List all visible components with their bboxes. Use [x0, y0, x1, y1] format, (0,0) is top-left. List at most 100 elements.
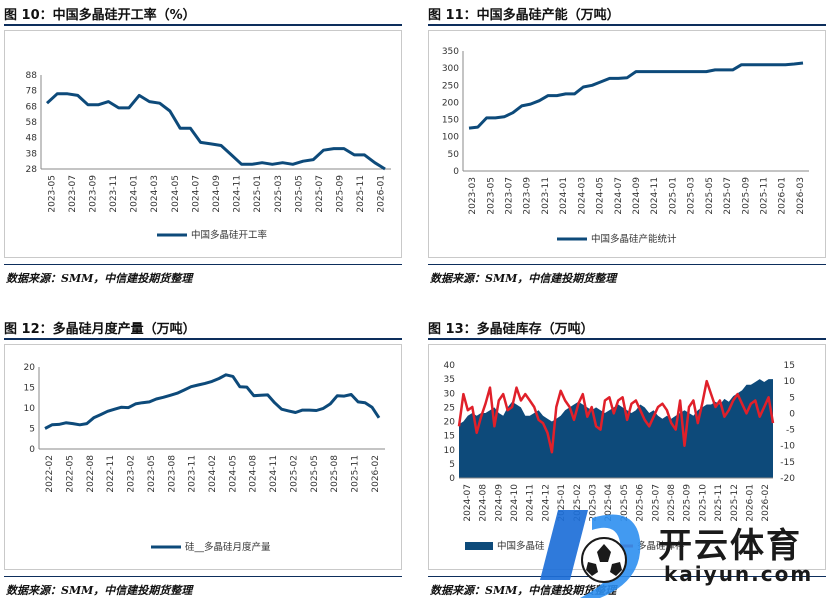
fig10-x-tick-label: 2025-07 — [315, 175, 325, 213]
fig10-y-tick-label: 58 — [26, 118, 38, 128]
fig11-x-tick-label: 2026-03 — [796, 177, 806, 215]
fig13-x-tick-label: 2025-06 — [636, 484, 646, 522]
fig13-x-tick-label: 2024-07 — [463, 484, 473, 522]
watermark-brand: 开云体育 — [658, 526, 802, 566]
fig11-x-tick-label: 2023-09 — [523, 177, 533, 215]
fig11-y-tick-label: 100 — [442, 133, 459, 143]
fig12-x-tick-label: 2023-05 — [147, 455, 157, 493]
figure-11-bottom-rule — [428, 264, 826, 265]
fig12-x-tick-label: 2023-11 — [188, 455, 198, 493]
fig10-x-tick-label: 2024-11 — [233, 175, 243, 213]
figure-11-svg: 0 50 100 150 200 250 300 350 2023-03 2023-05 2023-… — [442, 47, 809, 245]
fig10-x-tick-label: 2023-09 — [88, 175, 98, 213]
fig13-y2-tick-label: -15 — [780, 458, 795, 468]
fig11-x-tick-label: 2026-01 — [778, 177, 788, 215]
fig12-y-tick-label: 0 — [29, 445, 35, 455]
figure-13-svg: 0 5 10 15 20 25 30 35 40 -20 -15 -10 -5 0 5 10 15 2024-07… — [444, 361, 796, 552]
fig11-legend-label: 中国多晶硅产能统计 — [591, 233, 677, 245]
fig10-x-tick-label: 2024-05 — [171, 175, 181, 213]
fig13-y2-tick-label: 10 — [784, 377, 796, 387]
fig11-x-tick-label: 2025-05 — [705, 177, 715, 215]
fig13-x-tick-label: 2026-01 — [745, 484, 755, 522]
fig12-y-tick-label: 20 — [24, 363, 36, 373]
watermark: 开云体育 kaiyun.com — [540, 500, 830, 609]
fig12-x-tick-label: 2023-02 — [127, 455, 137, 493]
fig12-series-line — [44, 373, 381, 430]
figure-10-bottom-rule — [4, 264, 402, 265]
figure-13-top-rule — [428, 338, 826, 340]
figure-10-chart: 28 38 48 58 68 78 88 2023-05 2023-07 2023-09 2023-… — [4, 30, 402, 258]
fig11-y-tick-label: 300 — [442, 64, 459, 74]
fig13-x-tick-label: 2025-05 — [620, 484, 630, 522]
fig12-x-tick-label: 2025-02 — [289, 455, 299, 493]
fig12-x-tick-label: 2025-11 — [350, 455, 360, 493]
fig13-y2-tick-label: -20 — [780, 474, 795, 484]
fig11-x-tick-label: 2024-05 — [596, 177, 606, 215]
fig10-x-tick-label: 2025-09 — [336, 175, 346, 213]
fig10-x-tick-label: 2025-01 — [253, 175, 263, 213]
fig11-x-tick-label: 2024-09 — [632, 177, 642, 215]
watermark-url: kaiyun.com — [664, 562, 814, 586]
figure-12-top-rule — [4, 338, 402, 340]
figure-13-title: 图 13：多晶硅库存（万吨） — [428, 322, 594, 337]
fig10-x-tick-label: 2024-03 — [150, 175, 160, 213]
fig10-x-tick-label: 2024-01 — [130, 175, 140, 213]
fig10-x-tick-label: 2026-01 — [377, 175, 387, 213]
fig11-series-line — [468, 61, 804, 130]
fig13-x-tick-label: 2025-04 — [604, 484, 614, 522]
fig13-y-tick-label: 5 — [449, 460, 455, 470]
fig11-y-tick-label: 200 — [442, 98, 459, 108]
fig13-x-tick-label: 2024-11 — [526, 484, 536, 522]
figure-12-source: 数据来源：SMM，中信建投期货整理 — [6, 584, 193, 597]
fig10-x-tick-label: 2024-07 — [191, 175, 201, 213]
fig13-legend-area-swatch — [465, 542, 493, 550]
fig11-y-tick-label: 0 — [453, 167, 459, 177]
fig10-y-tick-label: 68 — [26, 102, 38, 112]
fig10-x-tick-label: 2024-09 — [212, 175, 222, 213]
fig12-x-tick-label: 2022-05 — [66, 455, 76, 493]
fig13-y-tick-label: 0 — [449, 474, 455, 484]
fig13-line-series — [457, 379, 775, 454]
fig13-area-series — [459, 379, 773, 478]
fig13-y-tick-label: 10 — [444, 446, 456, 456]
fig11-x-tick-label: 2025-01 — [668, 177, 678, 215]
fig11-y-tick-label: 50 — [448, 150, 460, 160]
fig12-y-tick-label: 10 — [24, 404, 36, 414]
fig13-x-tick-label: 2025-10 — [698, 484, 708, 522]
fig12-x-tick-label: 2022-08 — [86, 455, 96, 493]
fig11-x-tick-label: 2025-07 — [723, 177, 733, 215]
fig11-x-tick-label: 2023-05 — [486, 177, 496, 215]
fig12-x-tick-label: 2026-02 — [371, 455, 381, 493]
fig12-y-tick-label: 15 — [24, 384, 35, 394]
fig11-y-tick-label: 350 — [442, 47, 459, 57]
figure-11-chart: 0 50 100 150 200 250 300 350 2023-03 2023-05 2023-… — [428, 30, 826, 258]
fig11-x-tick-label: 2023-11 — [541, 177, 551, 215]
figure-10-title: 图 10：中国多晶硅开工率（%） — [4, 8, 196, 23]
watermark-logo-icon — [540, 510, 641, 598]
fig11-y-tick-label: 250 — [442, 81, 459, 91]
fig11-x-tick-label: 2024-07 — [614, 177, 624, 215]
fig13-x-tick-label: 2025-02 — [573, 484, 583, 522]
fig10-x-tick-label: 2023-05 — [47, 175, 57, 213]
fig12-x-tick-label: 2024-11 — [269, 455, 279, 493]
figure-13-source: 数据来源：SMM，中信建投期货整理 — [430, 584, 617, 597]
fig11-x-tick-label: 2023-03 — [468, 177, 478, 215]
fig10-x-tick-label: 2025-05 — [294, 175, 304, 213]
fig13-y2-tick-label: -10 — [780, 442, 795, 452]
fig12-x-tick-label: 2025-08 — [330, 455, 340, 493]
figure-11-top-rule — [428, 24, 826, 26]
fig11-x-tick-label: 2024-01 — [559, 177, 569, 215]
fig13-x-tick-label: 2026-02 — [761, 484, 771, 522]
fig12-x-tick-label: 2024-02 — [208, 455, 218, 493]
fig11-x-tick-label: 2024-11 — [650, 177, 660, 215]
figure-10-top-rule — [4, 24, 402, 26]
fig11-x-tick-label: 2023-07 — [505, 177, 515, 215]
fig13-x-tick-label: 2025-03 — [588, 484, 598, 522]
fig13-y-tick-label: 25 — [444, 403, 455, 413]
fig11-x-tick-label: 2024-03 — [577, 177, 587, 215]
fig13-y2-tick-label: 15 — [784, 361, 795, 371]
fig13-y-tick-label: 40 — [444, 361, 456, 371]
figure-12-chart: 0 5 10 15 20 2022-02 2022-05 2022-08 2022-11 2023… — [4, 344, 402, 570]
fig13-y-tick-label: 35 — [444, 375, 455, 385]
fig13-legend-area-label: 中国多晶硅 — [497, 540, 545, 552]
